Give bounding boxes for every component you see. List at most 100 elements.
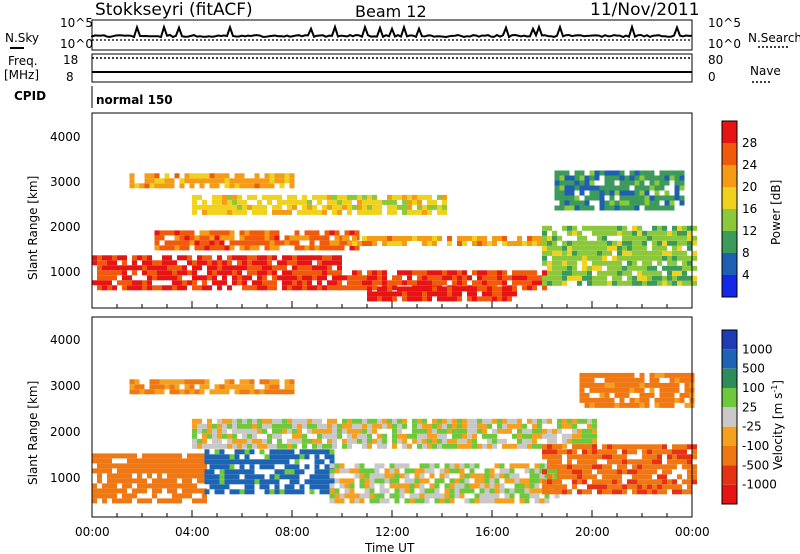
power-cell <box>662 230 667 236</box>
velocity-cell <box>577 418 582 424</box>
velocity-cell <box>224 469 230 475</box>
power-cell <box>162 260 167 266</box>
power-cell <box>492 236 497 241</box>
velocity-cell <box>594 402 600 408</box>
power-cell <box>587 275 592 281</box>
power-cell <box>302 255 307 261</box>
power-cell <box>117 265 122 271</box>
velocity-cell <box>292 428 297 434</box>
power-cell <box>342 194 347 200</box>
velocity-cell <box>357 423 362 429</box>
velocity-cell <box>652 489 657 495</box>
power-cell <box>597 270 602 276</box>
velocity-cell <box>327 433 332 439</box>
velocity-cell <box>567 423 572 429</box>
power-cell <box>687 275 692 281</box>
velocity-cell <box>454 483 460 489</box>
power-cell <box>427 241 432 246</box>
velocity-cell <box>522 443 527 449</box>
power-colorbar-segment <box>722 231 737 253</box>
velocity-cell <box>169 389 175 395</box>
velocity-cell <box>499 468 505 474</box>
velocity-cell <box>179 379 185 385</box>
velocity-cell <box>592 418 597 424</box>
power-cell <box>297 255 302 261</box>
velocity-cell <box>107 483 112 489</box>
power-cell <box>317 260 322 266</box>
power-cell <box>167 255 172 261</box>
velocity-cell <box>547 449 552 455</box>
velocity-cell <box>472 443 477 449</box>
power-cell <box>269 183 275 189</box>
velocity-cell <box>329 463 335 469</box>
velocity-cell <box>524 483 530 489</box>
velocity-colorbar-segment <box>722 368 737 388</box>
velocity-cell <box>259 379 265 385</box>
velocity-cell <box>492 428 497 434</box>
power-cell <box>532 280 537 286</box>
power-cell <box>397 275 402 281</box>
velocity-cell <box>324 454 330 460</box>
velocity-cell <box>279 469 285 475</box>
power-cell <box>317 199 322 205</box>
velocity-cell <box>439 473 445 479</box>
power-cell <box>327 280 332 286</box>
power-cell <box>214 245 220 251</box>
power-cell <box>217 260 222 266</box>
velocity-cell <box>447 423 452 429</box>
velocity-cell <box>649 372 655 378</box>
velocity-cell <box>389 493 395 499</box>
power-cell <box>502 291 507 297</box>
power-cell <box>282 255 287 261</box>
power-cell <box>382 291 387 297</box>
velocity-cell <box>189 379 195 385</box>
power-cell <box>219 178 225 184</box>
velocity-cell <box>112 478 117 484</box>
power-cell <box>287 194 292 200</box>
power-cell <box>287 204 292 210</box>
velocity-cell <box>434 483 440 489</box>
power-cell <box>174 245 180 251</box>
velocity-cell <box>282 423 287 429</box>
power-cell <box>152 260 157 266</box>
power-cell <box>392 291 397 297</box>
velocity-cell <box>647 454 652 460</box>
power-cell <box>582 275 587 281</box>
velocity-cell <box>572 444 577 450</box>
velocity-cell <box>449 463 455 469</box>
velocity-cell <box>532 433 537 439</box>
power-cell <box>362 275 367 281</box>
velocity-cell <box>97 468 102 474</box>
velocity-cell <box>409 468 415 474</box>
power-cell <box>332 199 337 205</box>
velocity-cell <box>679 377 685 383</box>
power-cell <box>542 255 547 261</box>
power-cell <box>507 286 512 292</box>
power-cell <box>97 260 102 266</box>
velocity-cell <box>649 392 655 398</box>
power-cell <box>609 180 615 186</box>
power-cell <box>259 235 265 241</box>
velocity-cell <box>537 433 542 439</box>
power-cell <box>627 245 632 251</box>
velocity-cell <box>489 473 495 479</box>
velocity-cell <box>444 498 450 504</box>
power-cell <box>554 190 560 196</box>
velocity-cell <box>557 418 562 424</box>
power-cell <box>597 230 602 236</box>
velocity-cell <box>149 379 155 385</box>
velocity-cell <box>232 443 237 449</box>
velocity-cell <box>117 463 122 469</box>
velocity-ytick: 4000 <box>50 333 81 347</box>
power-cell <box>217 265 222 271</box>
velocity-cell <box>632 464 637 470</box>
power-cell <box>242 280 247 286</box>
power-cell <box>619 205 625 211</box>
power-cell <box>654 205 660 211</box>
velocity-cell <box>584 372 590 378</box>
velocity-cell <box>524 468 530 474</box>
velocity-cell <box>587 454 592 460</box>
velocity-cell <box>317 418 322 424</box>
power-cell <box>637 270 642 276</box>
power-cell <box>314 245 320 251</box>
